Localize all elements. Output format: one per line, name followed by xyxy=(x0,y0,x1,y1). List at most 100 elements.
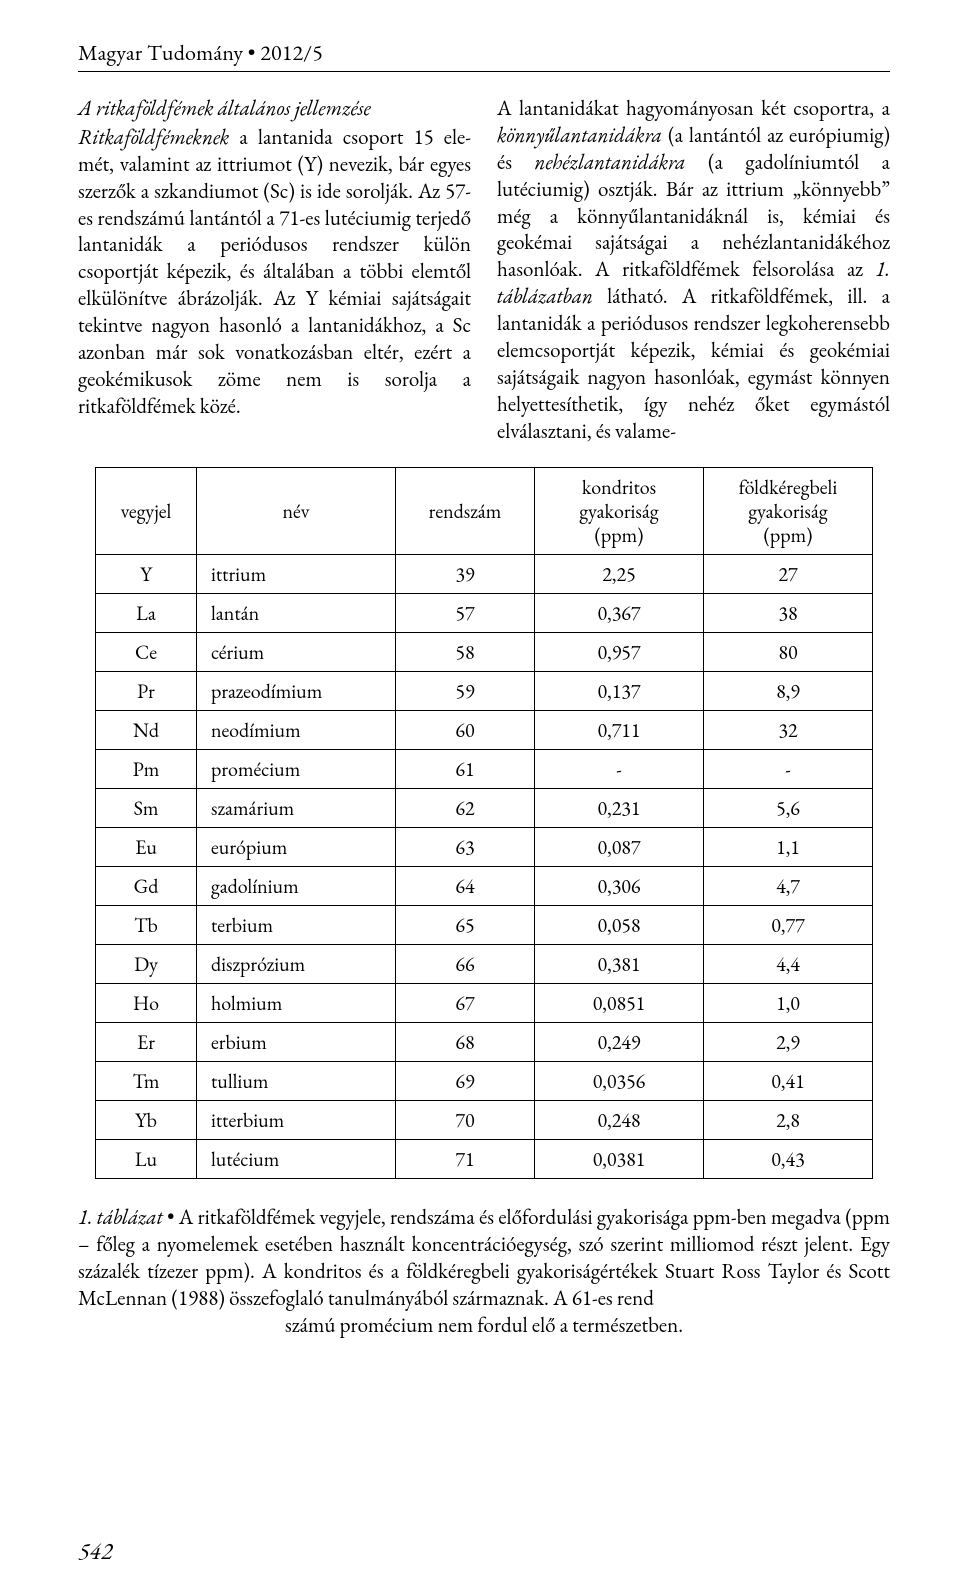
right-column: A lantanidákat hagyományosan két csoport… xyxy=(497,96,890,445)
left-column: A ritkaföldfémek általános jellemzése Ri… xyxy=(78,96,471,445)
cell-fol: 4,4 xyxy=(704,945,873,984)
cell-sym: Ho xyxy=(96,984,197,1023)
cell-sym: Eu xyxy=(96,828,197,867)
cell-name: prazeodímium xyxy=(197,672,396,711)
cell-fol: 1,1 xyxy=(704,828,873,867)
cell-kon: 0,248 xyxy=(535,1101,704,1140)
rp-a: A lantanidákat hagyományosan két csoport… xyxy=(497,95,890,122)
table-caption: 1. táblázat • A ritkaföldfémek vegyjele,… xyxy=(78,1205,890,1339)
issue: 2012/5 xyxy=(260,38,323,67)
cell-sym: Ce xyxy=(96,633,197,672)
table-row: Lalantán570,36738 xyxy=(96,594,873,633)
cell-num: 65 xyxy=(396,906,535,945)
journal-title: Magyar Tudomány xyxy=(78,38,243,67)
table-header-row: vegyjel név rendszám kondritos gyakorisá… xyxy=(96,468,873,555)
cell-fol: 27 xyxy=(704,555,873,594)
cell-fol: 38 xyxy=(704,594,873,633)
cell-name: itterbium xyxy=(197,1101,396,1140)
cell-num: 67 xyxy=(396,984,535,1023)
table-row: Ndneodímium600,71132 xyxy=(96,711,873,750)
separator-bullet: • xyxy=(248,38,256,67)
cell-num: 68 xyxy=(396,1023,535,1062)
table-row: Prprazeodímium590,1378,9 xyxy=(96,672,873,711)
cell-sym: Er xyxy=(96,1023,197,1062)
table-row: Ererbium680,2492,9 xyxy=(96,1023,873,1062)
cell-kon: 0,058 xyxy=(535,906,704,945)
cell-name: ittrium xyxy=(197,555,396,594)
cell-num: 70 xyxy=(396,1101,535,1140)
col-kondritos-l1: kondritos xyxy=(582,474,656,500)
table-head: vegyjel név rendszám kondritos gyakorisá… xyxy=(96,468,873,555)
col-vegyjel: vegyjel xyxy=(96,468,197,555)
cell-name: lutécium xyxy=(197,1140,396,1179)
section-subheading: A ritkaföldfémek általános jellemzése xyxy=(78,96,471,123)
cell-name: diszprózium xyxy=(197,945,396,984)
cell-sym: Tb xyxy=(96,906,197,945)
col-kondritos-l3: (ppm) xyxy=(595,522,644,548)
table-row: Tbterbium650,0580,77 xyxy=(96,906,873,945)
cell-name: holmium xyxy=(197,984,396,1023)
cell-name: promécium xyxy=(197,750,396,789)
page-number: 542 xyxy=(78,1536,113,1567)
left-paragraph: Ritkaföldfémeknek a lantanida csoport 15… xyxy=(78,125,471,421)
col-nev: név xyxy=(197,468,396,555)
cell-sym: Pr xyxy=(96,672,197,711)
cell-fol: 2,9 xyxy=(704,1023,873,1062)
table-row: Smszamárium620,2315,6 xyxy=(96,789,873,828)
cell-name: gadolínium xyxy=(197,867,396,906)
elements-table: vegyjel név rendszám kondritos gyakorisá… xyxy=(95,467,873,1179)
cell-kon: 0,0381 xyxy=(535,1140,704,1179)
cell-sym: Nd xyxy=(96,711,197,750)
cell-sym: Pm xyxy=(96,750,197,789)
table-row: Gdgadolínium640,3064,7 xyxy=(96,867,873,906)
body-columns: A ritkaföldfémek általános jellemzése Ri… xyxy=(78,96,890,445)
cell-name: terbium xyxy=(197,906,396,945)
cell-name: tullium xyxy=(197,1062,396,1101)
cell-num: 66 xyxy=(396,945,535,984)
cell-num: 57 xyxy=(396,594,535,633)
cell-kon: 0,711 xyxy=(535,711,704,750)
cell-num: 64 xyxy=(396,867,535,906)
cell-fol: 4,7 xyxy=(704,867,873,906)
cell-name: erbium xyxy=(197,1023,396,1062)
table-row: Cecérium580,95780 xyxy=(96,633,873,672)
table-row: Tmtullium690,03560,41 xyxy=(96,1062,873,1101)
cell-name: cérium xyxy=(197,633,396,672)
rp-b: könnyűlantanidákra xyxy=(497,122,662,149)
cell-kon: - xyxy=(535,750,704,789)
table-row: Eueurópium630,0871,1 xyxy=(96,828,873,867)
cell-kon: 0,957 xyxy=(535,633,704,672)
caption-bullet: • xyxy=(163,1204,179,1231)
caption-body: A ritkaföldfémek vegyjele, rendszáma és … xyxy=(78,1204,890,1312)
cell-fol: 32 xyxy=(704,711,873,750)
cell-kon: 0,381 xyxy=(535,945,704,984)
table-body: Yittrium392,2527Lalantán570,36738Cecériu… xyxy=(96,555,873,1179)
cell-fol: 0,77 xyxy=(704,906,873,945)
cell-sym: Gd xyxy=(96,867,197,906)
table-row: Yittrium392,2527 xyxy=(96,555,873,594)
term-ritkafoldfemeknek: Ritkaföldfémeknek xyxy=(78,124,229,151)
cell-num: 59 xyxy=(396,672,535,711)
cell-kon: 0,367 xyxy=(535,594,704,633)
col-foldkereg-l2: gyakoriság xyxy=(748,498,827,524)
table-row: Ybitterbium700,2482,8 xyxy=(96,1101,873,1140)
left-paragraph-rest: a lantanida csoport 15 ele­mét, valamint… xyxy=(78,124,471,420)
cell-num: 60 xyxy=(396,711,535,750)
cell-name: neodímium xyxy=(197,711,396,750)
cell-name: szamárium xyxy=(197,789,396,828)
cell-num: 71 xyxy=(396,1140,535,1179)
cell-fol: 0,41 xyxy=(704,1062,873,1101)
cell-fol: 5,6 xyxy=(704,789,873,828)
caption-lead: 1. táblázat xyxy=(78,1204,163,1231)
col-kondritos: kondritos gyakoriság (ppm) xyxy=(535,468,704,555)
cell-kon: 0,249 xyxy=(535,1023,704,1062)
col-foldkereg-l3: (ppm) xyxy=(764,522,813,548)
cell-name: európium xyxy=(197,828,396,867)
rp-d: nehézlantanidákra xyxy=(534,149,685,176)
cell-kon: 2,25 xyxy=(535,555,704,594)
cell-sym: Y xyxy=(96,555,197,594)
caption-last-line: számú promécium nem fordul elő a termész… xyxy=(78,1313,890,1340)
cell-fol: 80 xyxy=(704,633,873,672)
cell-sym: Yb xyxy=(96,1101,197,1140)
cell-kon: 0,231 xyxy=(535,789,704,828)
